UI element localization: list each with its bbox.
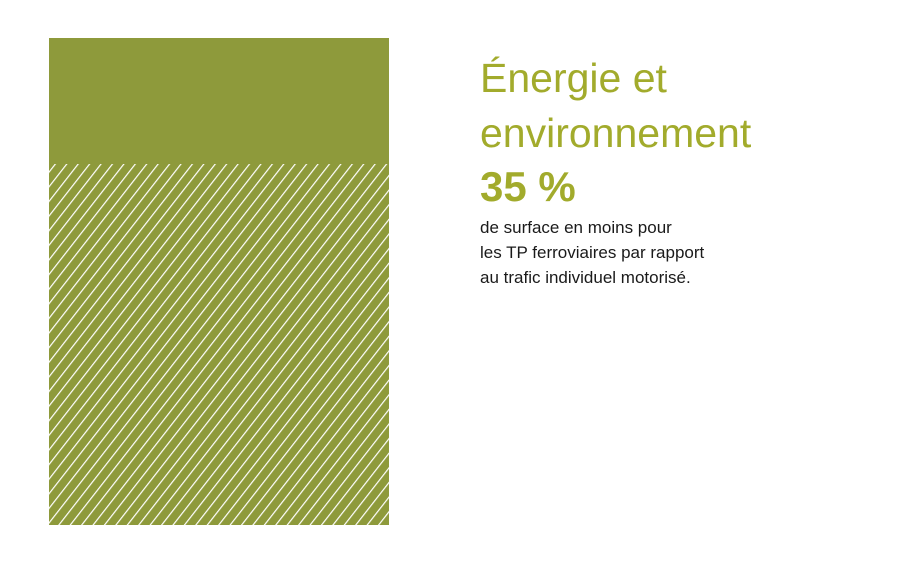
stat: 35 %: [480, 163, 576, 210]
description-line: au trafic individuel motorisé.: [480, 268, 691, 287]
hatched-block: [49, 164, 389, 525]
description-line: les TP ferroviaires par rapport: [480, 243, 705, 262]
heading-line: Énergie et: [480, 55, 668, 101]
description-line: de surface en moins pour: [480, 218, 672, 237]
heading-line: environnement: [480, 110, 752, 156]
solid-block: [49, 38, 389, 164]
